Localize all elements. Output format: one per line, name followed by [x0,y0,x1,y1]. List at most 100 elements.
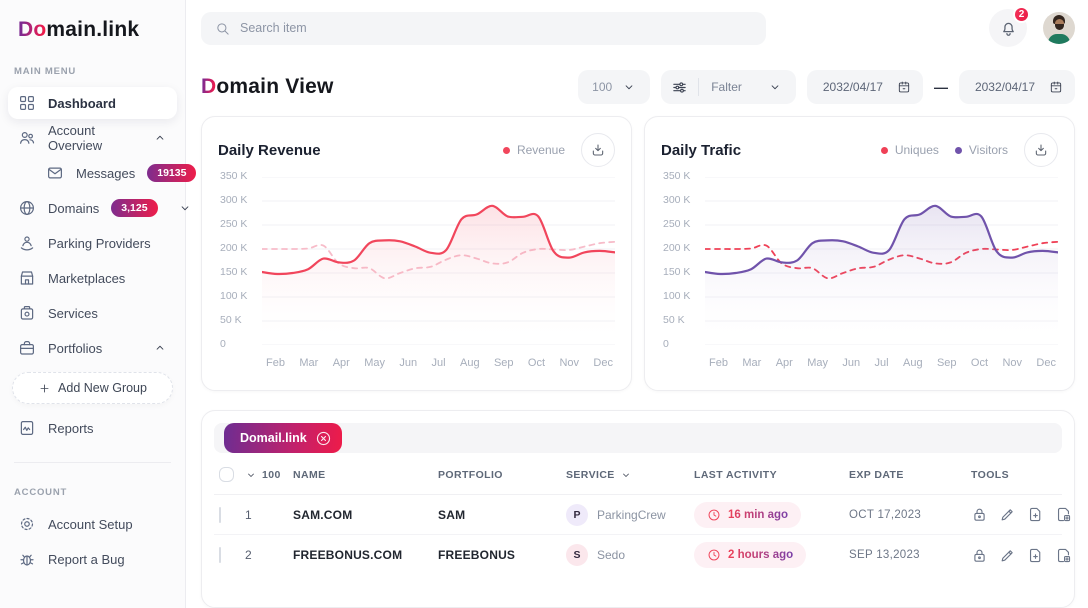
x-axis-tick: Jun [399,357,418,369]
chevron-up-icon[interactable] [153,341,167,355]
sidebar-item-marketplaces[interactable]: Marketplaces [8,262,177,294]
sidebar-item-account-setup[interactable]: Account Setup [8,508,177,540]
sidebar-item-add-new-group[interactable]: Add New Group [12,372,173,404]
select-all-checkbox[interactable] [219,467,234,482]
sidebar: Domain.link MAIN MENU Dashboard Account O… [0,0,197,608]
legend-dot [880,146,888,154]
column-header-service[interactable]: SERVICE [566,469,694,481]
sidebar-item-parking-providers[interactable]: Parking Providers [8,227,177,259]
sidebar-item-messages[interactable]: Messages 19135 [36,157,197,189]
file-export-button[interactable] [1055,506,1072,523]
chart-header: Daily Trafic Uniques Visitors [661,133,1058,167]
legend-dot [502,146,510,154]
legend-label: Uniques [894,143,939,157]
row-checkbox[interactable] [219,506,221,523]
clock-icon [707,508,721,522]
sidebar-item-label: Reports [48,420,94,436]
file-add-button[interactable] [1027,547,1044,564]
last-activity-badge: 2 hours ago [694,542,807,568]
sidebar-item-account-overview[interactable]: Account Overview [8,122,177,154]
sidebar-item-label: Services [48,305,98,321]
column-header-last-activity: LAST ACTIVITY [694,468,777,481]
sliders-icon [671,79,688,96]
briefcase-icon [18,339,36,357]
bug-icon [18,550,36,568]
legend-item: Revenue [502,143,565,157]
sidebar-item-dashboard[interactable]: Dashboard [8,87,177,119]
x-axis-tick: Apr [332,357,350,369]
filter-divider [698,78,700,96]
filter-chip[interactable]: Domail.link [224,423,342,453]
download-icon [1033,142,1049,158]
domain-name[interactable]: FREEBONUS.COM [293,548,403,562]
lock-button[interactable] [971,506,988,523]
y-axis-tick: 0 [663,338,669,350]
brand-logo[interactable]: Domain.link [0,0,185,42]
brand-logo-rest: main.link [46,18,140,41]
notifications-button[interactable]: 2 [989,6,1030,47]
sidebar-item-report-a-bug[interactable]: Report a Bug [8,543,177,575]
daily-revenue-plot [262,177,615,345]
count-badge: 19135 [147,164,197,182]
chevron-down-icon [620,469,632,481]
date-to-picker[interactable]: 2032/04/17 [958,70,1075,104]
row-checkbox[interactable] [219,547,221,563]
sidebar-item-portfolios[interactable]: Portfolios [8,332,177,364]
x-axis-tick: Oct [527,357,546,369]
download-chart-button[interactable] [581,133,615,167]
edit-button[interactable] [999,506,1016,523]
edit-icon [999,547,1016,564]
date-from-picker[interactable]: 2032/04/17 [806,70,923,104]
chevron-down-icon[interactable] [178,201,192,215]
column-header-name: NAME [293,468,326,481]
service-initial-badge: S [566,544,588,566]
search-box[interactable] [201,11,766,45]
lock-button[interactable] [971,547,988,564]
chevron-up-icon[interactable] [153,131,167,145]
y-axis-tick: 250 K [663,218,691,230]
x-axis-tick: Sep [936,357,957,369]
y-axis-tick: 250 K [220,218,248,230]
table-header-row: 100 NAME PORTFOLIO SERVICE LAST ACTIVITY EXP … [214,455,1062,495]
search-input[interactable] [240,21,752,35]
x-axis-tick: May [807,357,828,369]
row-tools [971,506,1072,523]
table-body: 1 SAM.COM SAM P ParkingCrew 16 min ago OCT 17,… [214,495,1071,575]
gear-icon [18,515,36,533]
x-axis-tick: Mar [742,357,762,369]
file-add-button[interactable] [1027,506,1044,523]
main-menu: Dashboard Account Overview Messages 19135 Do… [0,87,197,444]
sidebar-item-services[interactable]: Services [8,297,177,329]
chevron-down-icon [622,80,636,94]
column-header-count[interactable]: 100 [245,469,293,481]
domain-name[interactable]: SAM.COM [293,507,353,522]
page-controls: 100 Falter 2032/04/17 — 2032/04/17 [578,70,1075,104]
legend-label: Revenue [516,143,565,157]
sidebar-item-domains[interactable]: Domains 3,125 [8,192,188,224]
user-avatar[interactable] [1043,12,1075,44]
y-axis-tick: 100 K [220,290,248,302]
sidebar-item-label: Dashboard [48,95,116,111]
edit-button[interactable] [999,547,1016,564]
legend-dot [954,146,962,154]
row-number: 1 [245,507,252,522]
sidebar-item-label: Messages [76,165,136,181]
lock-icon [971,506,988,523]
report-icon [18,419,36,437]
edit-icon [999,506,1016,523]
file-export-button[interactable] [1055,547,1072,564]
page-size-select[interactable]: 100 [578,70,651,104]
sidebar-item-reports[interactable]: Reports [8,412,177,444]
lock-icon [971,547,988,564]
column-header-exp-date: EXP DATE [849,468,904,481]
sidebar-item-label: Add New Group [58,381,147,395]
remove-filter-icon[interactable] [315,430,332,447]
date-range-separator: — [933,79,948,95]
x-axis-tick: Jun [842,357,861,369]
sidebar-item-label: Account Overview [48,123,103,153]
filter-select[interactable]: Falter [661,70,796,104]
clock-icon [707,548,721,562]
avatar-beard [1054,24,1064,30]
download-chart-button[interactable] [1024,133,1058,167]
